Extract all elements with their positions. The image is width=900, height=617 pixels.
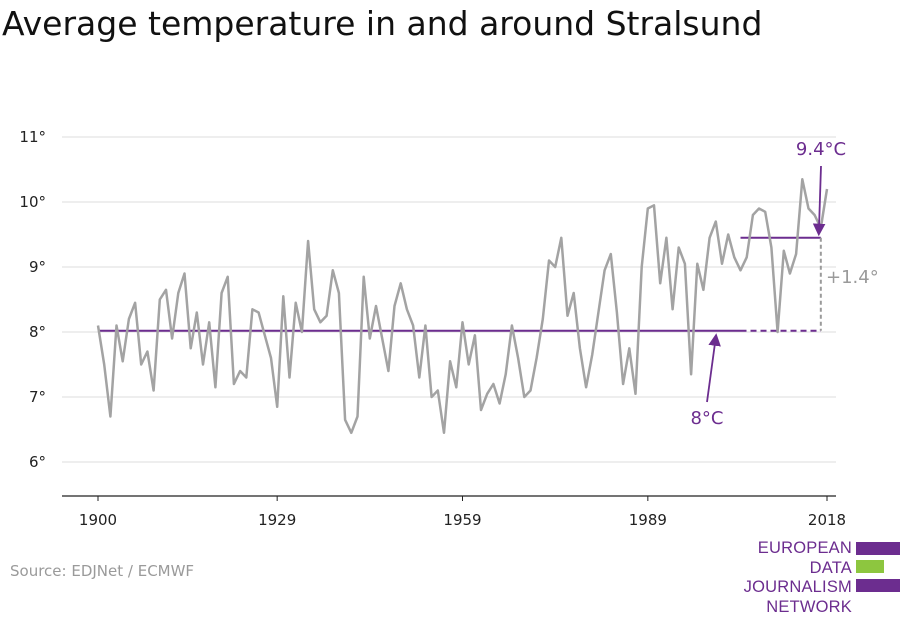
logo-line-2: DATA JOURNALISM (700, 559, 852, 598)
baseline-label: 8°C (690, 408, 723, 429)
logo-text: EUROPEAN DATA JOURNALISM NETWORK (700, 539, 852, 617)
x-tick-label: 1989 (629, 511, 667, 529)
logo-line-1: EUROPEAN (700, 539, 852, 559)
y-tick-label: 7° (29, 388, 46, 406)
difference-label: +1.4° (826, 267, 879, 288)
annotations: 8°C 9.4°C +1.4° (690, 139, 878, 429)
temperature-line-chart: 6° 7° 8° 9° 10° 11° 1900 1929 1959 1989 2018 8°C 9.… (0, 0, 900, 540)
tick-labels: 6° 7° 8° 9° 10° 11° 1900 1929 1959 1989 2018 (19, 128, 846, 529)
logo-line-3: NETWORK (700, 598, 852, 617)
y-tick-label: 6° (29, 453, 46, 471)
source-note: Source: EDJNet / ECMWF (10, 562, 194, 580)
baseline-arrow (707, 336, 716, 402)
logo-bar-2 (856, 560, 884, 573)
temperature-series-line (98, 179, 827, 432)
x-tick-label: 1959 (443, 511, 481, 529)
x-tick-label: 1929 (258, 511, 296, 529)
series-group (98, 179, 827, 432)
y-tick-label: 10° (19, 193, 46, 211)
edjnet-logo: EUROPEAN DATA JOURNALISM NETWORK (700, 539, 900, 597)
logo-bar-1 (856, 542, 900, 555)
x-tick-label: 2018 (808, 511, 846, 529)
y-tick-label: 9° (29, 258, 46, 276)
recent-label: 9.4°C (796, 139, 846, 160)
x-tick-label: 1900 (79, 511, 117, 529)
x-axis (62, 496, 836, 501)
y-tick-label: 8° (29, 323, 46, 341)
logo-bar-3 (856, 579, 900, 592)
reference-lines (98, 238, 821, 331)
y-tick-label: 11° (19, 128, 46, 146)
